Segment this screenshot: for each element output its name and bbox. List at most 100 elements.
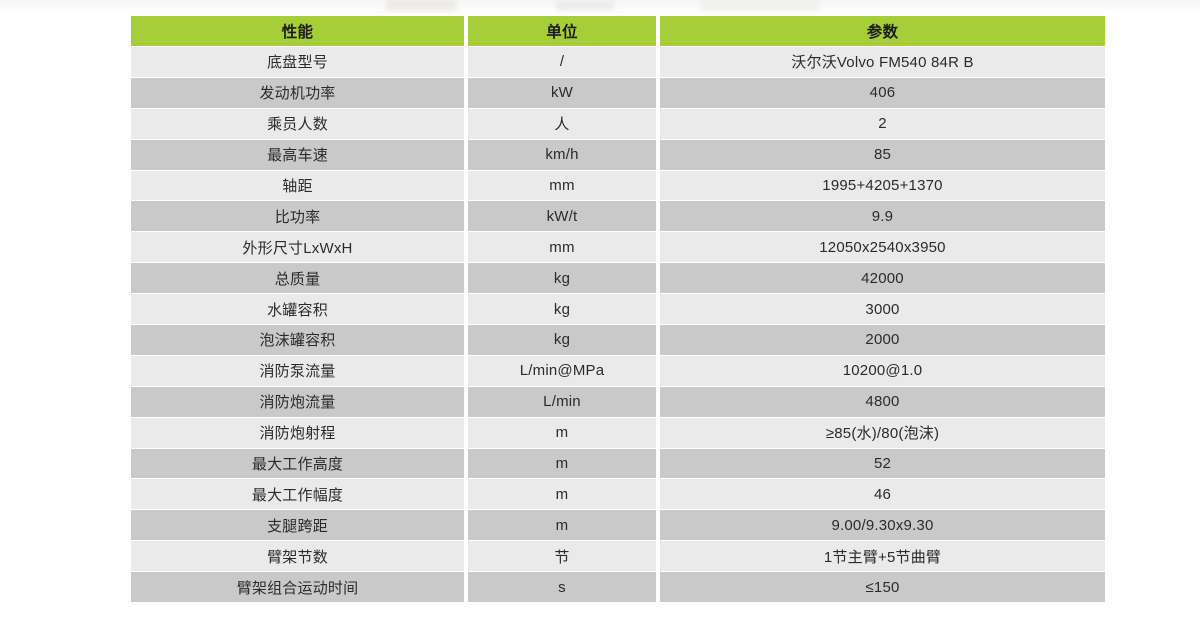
- cell-unit: m: [468, 417, 656, 449]
- table-row: 水罐容积 kg 3000: [131, 294, 1105, 326]
- cell-performance: 乘员人数: [131, 108, 464, 140]
- table-row: 乘员人数人 2: [131, 108, 1105, 140]
- row-gutter: [464, 47, 468, 78]
- cell-performance: 臂架组合运动时间: [131, 572, 464, 604]
- cell-unit: s: [468, 572, 656, 604]
- cell-parameter: 10200@1.0: [660, 355, 1105, 387]
- cell-parameter: 46: [660, 479, 1105, 511]
- row-gutter: [464, 325, 468, 356]
- table-row: 消防泵流量 L/min@MPa 10200@1.0: [131, 355, 1105, 387]
- table-row: 外形尺寸LxWxH mm 12050x2540x3950: [131, 232, 1105, 264]
- cell-performance: 总质量: [131, 263, 464, 295]
- table-row: 臂架组合运动时间 s ≤150: [131, 572, 1105, 604]
- row-gutter: [656, 355, 660, 387]
- cell-parameter: 9.00/9.30x9.30: [660, 510, 1105, 542]
- cell-parameter: 85: [660, 139, 1105, 171]
- row-gutter: [464, 108, 468, 140]
- cell-performance: 比功率: [131, 201, 464, 233]
- cell-performance: 最大工作高度: [131, 448, 464, 480]
- table-header: 性能 单位 参数: [131, 16, 1105, 47]
- cell-parameter: 1节主臂+5节曲臂: [660, 541, 1105, 573]
- header-gutter: [656, 16, 660, 47]
- cell-parameter: 1995+4205+1370: [660, 170, 1105, 202]
- table-row: 轴距 mm 1995+4205+1370: [131, 170, 1105, 202]
- cell-unit: m: [468, 510, 656, 542]
- row-gutter: [464, 572, 468, 604]
- cell-unit: kg: [468, 325, 656, 356]
- cell-unit: L/min@MPa: [468, 355, 656, 387]
- table-row: 总质量 kg 42000: [131, 263, 1105, 295]
- header-gutter: [464, 16, 468, 47]
- row-gutter: [656, 572, 660, 604]
- row-gutter: [464, 417, 468, 449]
- cell-parameter: ≥85(水)/80(泡沫): [660, 417, 1105, 449]
- table-row: 最高车速 km/h 85: [131, 139, 1105, 171]
- cell-unit: L/min: [468, 386, 656, 418]
- table-row: 臂架节数节 1节主臂+5节曲臂: [131, 541, 1105, 573]
- row-gutter: [656, 541, 660, 573]
- artifact-blot: [700, 0, 820, 11]
- cell-performance: 消防炮流量: [131, 386, 464, 418]
- row-gutter: [464, 232, 468, 264]
- row-gutter: [656, 510, 660, 542]
- cell-unit: mm: [468, 232, 656, 264]
- cell-performance: 消防炮射程: [131, 417, 464, 449]
- table-row: 发动机功率 kW 406: [131, 77, 1105, 109]
- row-gutter: [656, 108, 660, 140]
- row-gutter: [464, 201, 468, 233]
- row-gutter: [656, 201, 660, 233]
- cell-parameter: 4800: [660, 386, 1105, 418]
- cell-parameter: 52: [660, 448, 1105, 480]
- table-body: 底盘型号 / 沃尔沃Volvo FM540 84R B 发动机功率 kW 406 乘员人数人…: [131, 47, 1105, 604]
- table-row: 最大工作高度 m 52: [131, 448, 1105, 480]
- cell-parameter: ≤150: [660, 572, 1105, 604]
- cell-performance: 最大工作幅度: [131, 479, 464, 511]
- cell-performance: 臂架节数: [131, 541, 464, 573]
- table-row: 底盘型号 / 沃尔沃Volvo FM540 84R B: [131, 47, 1105, 78]
- cell-parameter: 2000: [660, 325, 1105, 356]
- cell-unit: kg: [468, 263, 656, 295]
- row-gutter: [656, 263, 660, 295]
- row-gutter: [464, 170, 468, 202]
- cell-performance: 底盘型号: [131, 47, 464, 78]
- table-row: 比功率 kW/t 9.9: [131, 201, 1105, 233]
- cell-parameter: 沃尔沃Volvo FM540 84R B: [660, 47, 1105, 78]
- cell-parameter: 3000: [660, 294, 1105, 326]
- cell-performance: 轴距: [131, 170, 464, 202]
- cell-performance: 消防泵流量: [131, 355, 464, 387]
- cell-unit: 节: [468, 541, 656, 573]
- cell-performance: 泡沫罐容积: [131, 325, 464, 356]
- table-row: 支腿跨距 m 9.00/9.30x9.30: [131, 510, 1105, 542]
- cell-performance: 水罐容积: [131, 294, 464, 326]
- cell-parameter: 42000: [660, 263, 1105, 295]
- cell-unit: m: [468, 479, 656, 511]
- row-gutter: [464, 448, 468, 480]
- row-gutter: [464, 541, 468, 573]
- cell-parameter: 12050x2540x3950: [660, 232, 1105, 264]
- top-edge-artifact: [0, 0, 1200, 14]
- cell-unit: km/h: [468, 139, 656, 171]
- row-gutter: [656, 479, 660, 511]
- table-row: 消防炮射程 m ≥85(水)/80(泡沫): [131, 417, 1105, 449]
- row-gutter: [656, 325, 660, 356]
- cell-unit: m: [468, 448, 656, 480]
- row-gutter: [464, 263, 468, 295]
- cell-performance: 外形尺寸LxWxH: [131, 232, 464, 264]
- row-gutter: [464, 479, 468, 511]
- cell-parameter: 406: [660, 77, 1105, 109]
- row-gutter: [656, 47, 660, 78]
- row-gutter: [656, 448, 660, 480]
- cell-unit: kW: [468, 77, 656, 109]
- row-gutter: [656, 77, 660, 109]
- table-row: 消防炮流量 L/min 4800: [131, 386, 1105, 418]
- row-gutter: [656, 232, 660, 264]
- cell-performance: 支腿跨距: [131, 510, 464, 542]
- cell-parameter: 9.9: [660, 201, 1105, 233]
- cell-parameter: 2: [660, 108, 1105, 140]
- specification-table: 性能 单位 参数 底盘型号 / 沃尔沃Volvo FM540 84R B 发动机功率 k…: [131, 16, 1105, 604]
- cell-performance: 发动机功率: [131, 77, 464, 109]
- cell-unit: mm: [468, 170, 656, 202]
- row-gutter: [464, 386, 468, 418]
- column-header-unit: 单位: [468, 16, 656, 47]
- column-header-performance: 性能: [131, 16, 464, 47]
